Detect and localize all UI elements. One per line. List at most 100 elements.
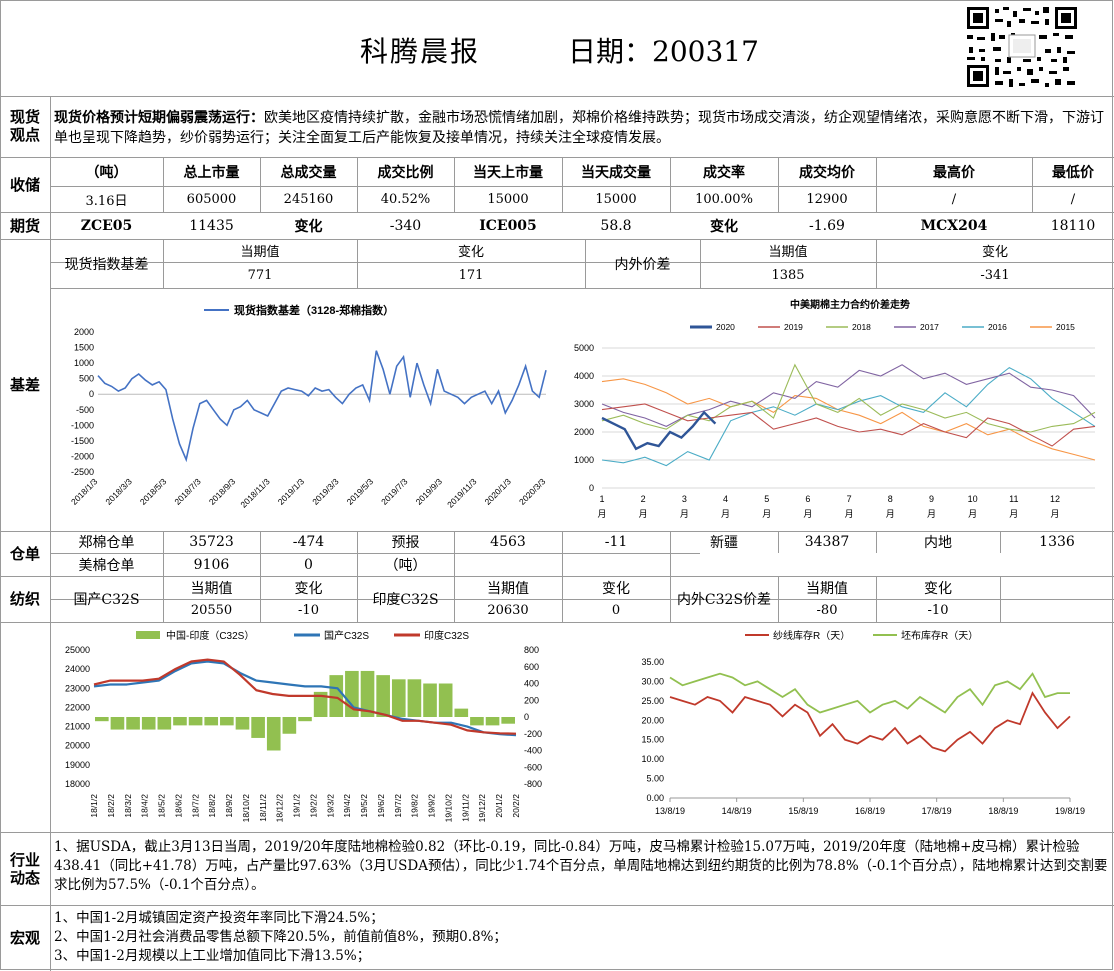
x-tick-label: 19/8/19 bbox=[1055, 806, 1085, 816]
bar bbox=[282, 717, 297, 734]
storage-value-5: 15000 bbox=[595, 191, 637, 207]
warehouse-r1-2: -474 bbox=[292, 534, 325, 550]
report-date: 日期：200317 bbox=[568, 35, 759, 68]
x-tick-label: 9 bbox=[929, 494, 934, 504]
series-line bbox=[93, 660, 517, 737]
y-tick-label: 500 bbox=[79, 374, 94, 384]
basis-spread-name: 内外价差 bbox=[614, 256, 671, 273]
divider bbox=[357, 531, 358, 576]
x-tick-unit: 月 bbox=[968, 509, 977, 519]
bar bbox=[376, 675, 390, 717]
warehouse-r1-6: 新疆 bbox=[710, 535, 738, 551]
divider bbox=[260, 157, 261, 212]
textile-spread-chg: -10 bbox=[927, 603, 949, 618]
textile-domestic-name: 国产C32S bbox=[73, 592, 140, 608]
y-tick-label: 1000 bbox=[74, 358, 94, 368]
x-tick-label: 2018/9/3 bbox=[207, 476, 238, 507]
warehouse-r2-3: （吨） bbox=[384, 557, 427, 574]
x-tick-label: 18/5/2 bbox=[157, 794, 167, 818]
y-tick-label-right: -400 bbox=[524, 746, 542, 756]
y-tick-label-right: -200 bbox=[524, 729, 542, 739]
futures-value-6: 变化 bbox=[710, 218, 738, 235]
x-tick-label: 19/6/2 bbox=[376, 794, 386, 818]
x-tick-label: 19/3/2 bbox=[325, 794, 335, 818]
bar bbox=[235, 717, 250, 730]
macro-line: 3、中国1-2月规模以上工业增加值同比下滑13.5%； bbox=[54, 948, 371, 964]
x-tick-unit: 月 bbox=[886, 509, 895, 519]
divider bbox=[163, 239, 164, 288]
warehouse-r1-1: 35723 bbox=[189, 534, 234, 550]
textile-india-cur-header: 当期值 bbox=[487, 580, 529, 597]
divider bbox=[778, 157, 779, 212]
divider bbox=[562, 531, 563, 576]
x-tick-label: 18/3/2 bbox=[123, 794, 133, 818]
divider bbox=[670, 531, 671, 576]
qr-code-icon bbox=[965, 5, 1079, 89]
warehouse-r1-0: 郑棉仓单 bbox=[78, 535, 135, 551]
divider bbox=[454, 576, 455, 622]
basis-label: 基差 bbox=[9, 376, 40, 394]
storage-value-1: 605000 bbox=[186, 191, 237, 207]
x-tick-label: 18/9/2 bbox=[224, 794, 234, 818]
legend-label: 2015 bbox=[1056, 322, 1075, 332]
storage-value-8: / bbox=[951, 191, 957, 207]
x-tick-label: 2019/7/3 bbox=[379, 476, 410, 507]
divider bbox=[0, 157, 1114, 158]
bar bbox=[157, 717, 172, 730]
divider bbox=[0, 96, 1114, 97]
storage-header-1: 总上市量 bbox=[183, 164, 240, 181]
x-tick-unit: 月 bbox=[803, 509, 812, 519]
legend-label: 2020 bbox=[716, 322, 735, 332]
warehouse-r1-4: 4563 bbox=[490, 534, 526, 550]
futures-value-9: 18110 bbox=[1050, 217, 1096, 234]
storage-header-5: 当天成交量 bbox=[581, 164, 651, 181]
y-tick-label: 1500 bbox=[74, 343, 94, 353]
series-line bbox=[669, 691, 1071, 753]
storage-header-3: 成交比例 bbox=[377, 164, 434, 181]
industry-label: 行业 动态 bbox=[9, 851, 40, 887]
divider bbox=[163, 576, 164, 622]
x-tick-label: 2019/9/3 bbox=[414, 476, 445, 507]
legend-label: 纱线库存R（天） bbox=[773, 629, 850, 642]
divider bbox=[50, 553, 700, 554]
y-tick-label: 0.00 bbox=[646, 793, 664, 803]
bar bbox=[110, 717, 125, 730]
bar bbox=[126, 717, 140, 730]
x-tick-label: 11 bbox=[1009, 494, 1018, 504]
divider bbox=[1000, 531, 1001, 553]
x-tick-label: 19/12/2 bbox=[477, 794, 487, 823]
warehouse-r1-5: -11 bbox=[604, 534, 628, 550]
x-tick-label: 3 bbox=[682, 494, 687, 504]
basis-spread-chg: -341 bbox=[980, 267, 1010, 283]
warehouse-r1-3: 预报 bbox=[391, 535, 420, 551]
x-tick-label: 16/8/19 bbox=[855, 806, 885, 816]
bar bbox=[391, 679, 406, 717]
futures-value-5: 58.8 bbox=[600, 217, 632, 234]
x-tick-label: 19/10/2 bbox=[443, 794, 453, 823]
warehouse-r1-9: 1336 bbox=[1039, 534, 1075, 550]
x-tick-label: 8 bbox=[888, 494, 893, 504]
x-tick-label: 7 bbox=[847, 494, 852, 504]
y-tick-label: 35.00 bbox=[641, 657, 664, 667]
x-tick-label: 2019/3/3 bbox=[310, 476, 341, 507]
x-tick-label: 18/11/2 bbox=[258, 794, 268, 822]
x-tick-label: 2020/3/3 bbox=[517, 476, 548, 507]
y-tick-label: -2000 bbox=[71, 451, 94, 461]
x-tick-label: 14/8/19 bbox=[722, 806, 752, 816]
y-tick-label-right: 400 bbox=[524, 679, 539, 689]
basis-spread-chg-header: 变化 bbox=[981, 245, 1008, 260]
x-tick-label: 18/8/2 bbox=[207, 794, 217, 818]
x-tick-label: 19/8/2 bbox=[410, 794, 420, 818]
x-tick-label: 19/2/2 bbox=[308, 794, 318, 818]
x-tick-label: 19/9/2 bbox=[427, 794, 437, 818]
bar bbox=[407, 679, 422, 717]
divider bbox=[0, 622, 1114, 623]
y-tick-label-right: -600 bbox=[524, 762, 542, 772]
x-tick-unit: 月 bbox=[680, 509, 689, 519]
series-line bbox=[601, 403, 1096, 447]
legend-label: 2017 bbox=[920, 322, 939, 332]
spot-view-text: 现货价格预计短期偏弱震荡运行：欧美地区疫情持续扩散，金融市场恐慌情绪加剧，郑棉价… bbox=[54, 108, 1110, 148]
warehouse-r1-7: 34387 bbox=[804, 534, 850, 550]
divider bbox=[50, 262, 1114, 263]
divider bbox=[562, 576, 563, 622]
